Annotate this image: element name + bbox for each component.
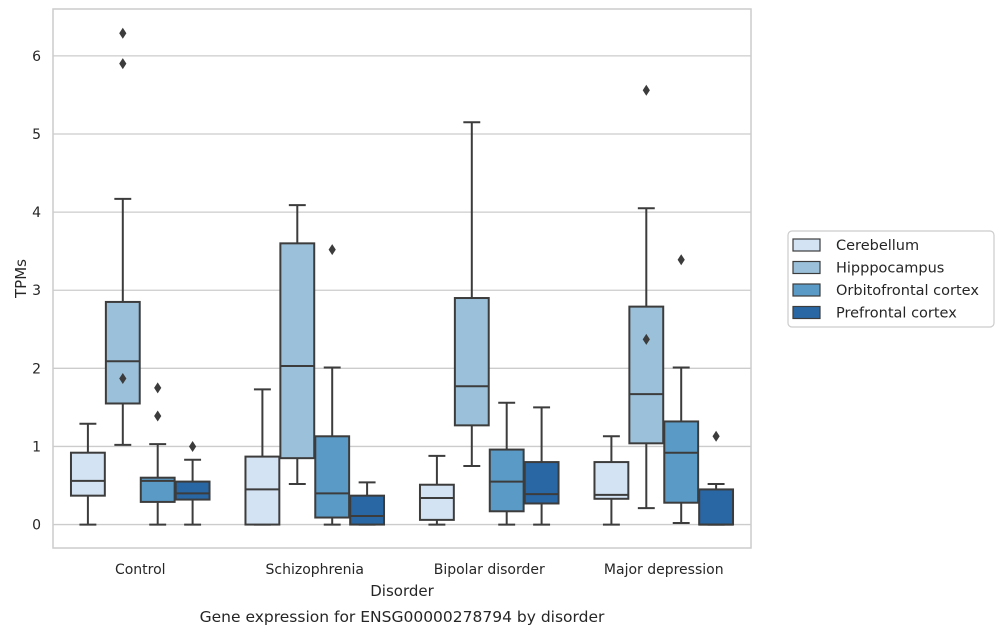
box-iqr	[593, 461, 630, 500]
outlier-point	[189, 440, 197, 452]
box-iqr	[523, 461, 560, 505]
outlier-point	[642, 333, 650, 345]
x-tick-label: Bipolar disorder	[434, 562, 545, 578]
y-tick-label: 3	[32, 283, 41, 299]
outlier-point	[119, 27, 127, 39]
box-cerebellum-control	[69, 422, 106, 526]
grid-lines	[53, 55, 751, 526]
box-iqr	[104, 300, 141, 405]
legend-item: Cerebellum	[792, 238, 919, 254]
legend-item: Hipppocampus	[792, 260, 944, 277]
legend: Cerebellum Hipppocampus Orbitofrontal cort…	[787, 230, 995, 328]
box-iqr	[628, 305, 665, 445]
box-prefrontal-cortex-bipolar-disorder	[523, 406, 560, 526]
box-orbitofrontal-cortex-bipolar-disorder	[488, 401, 525, 526]
box-hipppocampus-bipolar-disorder	[453, 121, 490, 467]
y-tick-label: 6	[32, 49, 41, 65]
box-iqr	[453, 297, 490, 427]
box-prefrontal-cortex-control	[174, 440, 211, 526]
y-tick-label: 0	[32, 518, 41, 534]
box-cerebellum-major-depression	[593, 435, 630, 526]
outlier-point	[119, 58, 127, 70]
y-tick-label: 1	[32, 439, 41, 455]
figure-caption: Gene expression for ENSG00000278794 by d…	[200, 608, 605, 626]
outlier-point	[154, 410, 162, 422]
x-axis-ticks: Control Schizophrenia Bipolar disorder Majo…	[115, 562, 724, 578]
legend-swatch	[792, 238, 821, 252]
x-tick-label: Major depression	[604, 562, 724, 578]
box-iqr	[279, 242, 316, 460]
box-hipppocampus-control	[104, 27, 141, 446]
box-cerebellum-bipolar-disorder	[418, 454, 455, 526]
legend-swatch	[792, 260, 821, 275]
plot-area-frame	[52, 8, 752, 549]
box-plot-series	[69, 27, 735, 526]
outlier-point	[154, 382, 162, 394]
outlier-point	[642, 84, 650, 96]
x-tick-label: Control	[115, 562, 166, 578]
y-tick-label: 4	[32, 205, 41, 221]
x-axis-label: Disorder	[370, 582, 434, 600]
box-iqr	[174, 480, 211, 501]
box-hipppocampus-schizophrenia	[279, 204, 316, 485]
outlier-point	[119, 372, 127, 384]
box-iqr	[663, 420, 700, 504]
outlier-point	[328, 244, 336, 256]
box-orbitofrontal-cortex-schizophrenia	[314, 244, 351, 526]
legend-frame	[787, 230, 995, 328]
box-iqr	[314, 435, 351, 519]
box-prefrontal-cortex-major-depression	[698, 430, 735, 526]
box-orbitofrontal-cortex-control	[139, 382, 176, 526]
legend-label: Prefrontal cortex	[836, 306, 957, 322]
box-iqr	[698, 488, 735, 526]
box-iqr	[488, 448, 525, 513]
legend-label: Hipppocampus	[836, 261, 944, 277]
box-prefrontal-cortex-schizophrenia	[349, 481, 386, 526]
legend-swatch	[792, 283, 821, 297]
box-iqr	[69, 451, 106, 497]
legend-swatch	[792, 305, 821, 320]
x-tick-label: Schizophrenia	[266, 562, 364, 578]
outlier-point	[712, 430, 720, 442]
y-axis-ticks: 0 1 2 3 4 5 6	[32, 49, 41, 534]
outlier-point	[677, 254, 685, 266]
box-orbitofrontal-cortex-major-depression	[663, 254, 700, 525]
y-tick-label: 5	[32, 127, 41, 143]
legend-item: Orbitofrontal cortex	[792, 283, 979, 299]
y-axis-label: TPMs	[12, 259, 30, 299]
legend-label: Orbitofrontal cortex	[836, 283, 979, 299]
box-iqr	[418, 483, 455, 521]
legend-label: Cerebellum	[836, 238, 919, 254]
box-iqr	[244, 455, 281, 526]
box-iqr	[349, 494, 386, 526]
box-cerebellum-schizophrenia	[244, 388, 281, 526]
box-hipppocampus-major-depression	[628, 84, 665, 510]
y-tick-label: 2	[32, 361, 41, 377]
legend-item: Prefrontal cortex	[792, 305, 957, 322]
